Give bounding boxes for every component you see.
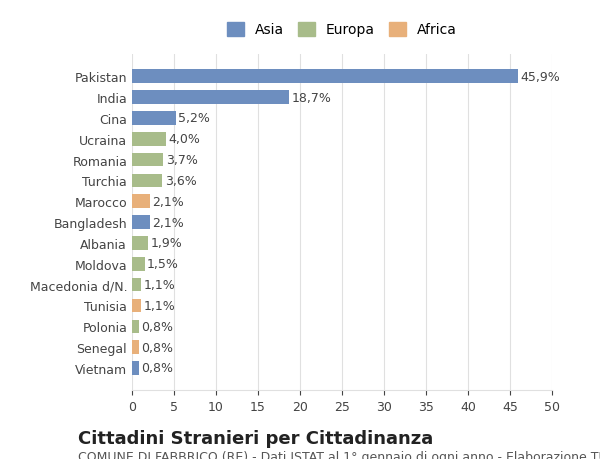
- Text: 2,1%: 2,1%: [152, 196, 184, 208]
- Bar: [132, 361, 139, 375]
- Bar: [132, 299, 141, 313]
- Text: COMUNE DI FABBRICO (RE) - Dati ISTAT al 1° gennaio di ogni anno - Elaborazione T: COMUNE DI FABBRICO (RE) - Dati ISTAT al …: [78, 450, 600, 459]
- Text: 1,9%: 1,9%: [151, 237, 182, 250]
- Text: 1,1%: 1,1%: [144, 299, 176, 312]
- Text: Cittadini Stranieri per Cittadinanza: Cittadini Stranieri per Cittadinanza: [78, 429, 433, 447]
- Text: 45,9%: 45,9%: [520, 71, 560, 84]
- Legend: Asia, Europa, Africa: Asia, Europa, Africa: [223, 18, 461, 41]
- Text: 1,1%: 1,1%: [144, 279, 176, 291]
- Text: 5,2%: 5,2%: [178, 112, 210, 125]
- Bar: [132, 195, 149, 208]
- Text: 1,5%: 1,5%: [147, 257, 179, 271]
- Bar: [132, 112, 176, 125]
- Text: 3,7%: 3,7%: [166, 154, 197, 167]
- Bar: [132, 153, 163, 167]
- Text: 18,7%: 18,7%: [292, 91, 331, 104]
- Bar: [132, 257, 145, 271]
- Bar: [132, 133, 166, 146]
- Bar: [132, 341, 139, 354]
- Text: 0,8%: 0,8%: [141, 320, 173, 333]
- Text: 3,6%: 3,6%: [165, 174, 197, 188]
- Bar: [132, 278, 141, 292]
- Text: 2,1%: 2,1%: [152, 216, 184, 229]
- Bar: [132, 320, 139, 333]
- Bar: [132, 237, 148, 250]
- Bar: [132, 174, 162, 188]
- Text: 0,8%: 0,8%: [141, 362, 173, 375]
- Bar: [132, 216, 149, 230]
- Text: 4,0%: 4,0%: [168, 133, 200, 146]
- Bar: [132, 70, 518, 84]
- Bar: [132, 91, 289, 105]
- Text: 0,8%: 0,8%: [141, 341, 173, 354]
